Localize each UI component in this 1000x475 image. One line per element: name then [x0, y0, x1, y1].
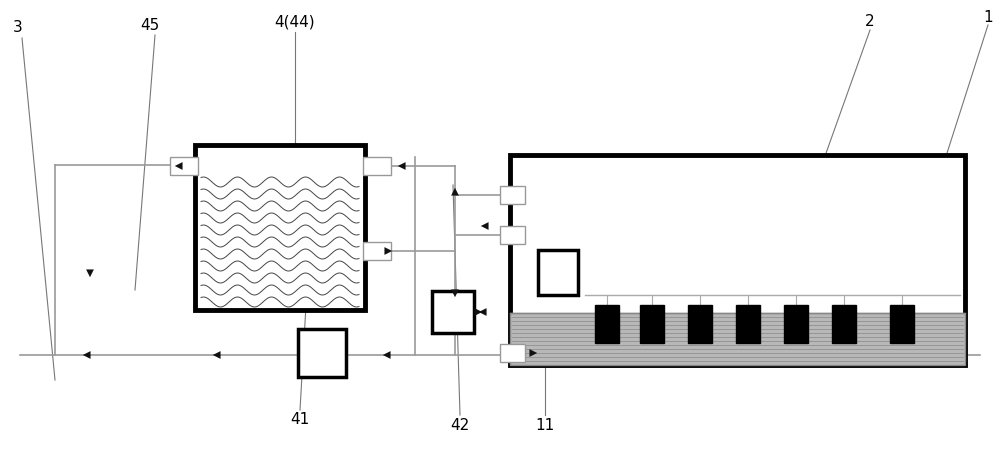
- Text: 45: 45: [140, 18, 160, 32]
- Bar: [832, 305, 856, 343]
- Text: 2: 2: [865, 15, 875, 29]
- Bar: [500, 186, 525, 204]
- Bar: [432, 291, 474, 333]
- Bar: [170, 157, 198, 175]
- Text: 3: 3: [13, 20, 23, 36]
- Bar: [195, 145, 365, 310]
- Text: 1: 1: [983, 10, 993, 26]
- Bar: [890, 305, 914, 343]
- Text: 41: 41: [290, 412, 310, 428]
- Bar: [736, 305, 760, 343]
- Bar: [510, 155, 965, 365]
- Bar: [500, 226, 525, 244]
- Text: 11: 11: [535, 418, 555, 433]
- Bar: [640, 305, 664, 343]
- Bar: [688, 305, 712, 343]
- Bar: [595, 305, 619, 343]
- Bar: [538, 250, 578, 295]
- Text: 4(44): 4(44): [275, 15, 315, 29]
- Bar: [363, 242, 391, 260]
- Bar: [784, 305, 808, 343]
- Bar: [363, 157, 391, 175]
- Bar: [510, 313, 965, 365]
- Bar: [298, 329, 346, 377]
- Text: 42: 42: [450, 418, 470, 433]
- Bar: [500, 344, 525, 362]
